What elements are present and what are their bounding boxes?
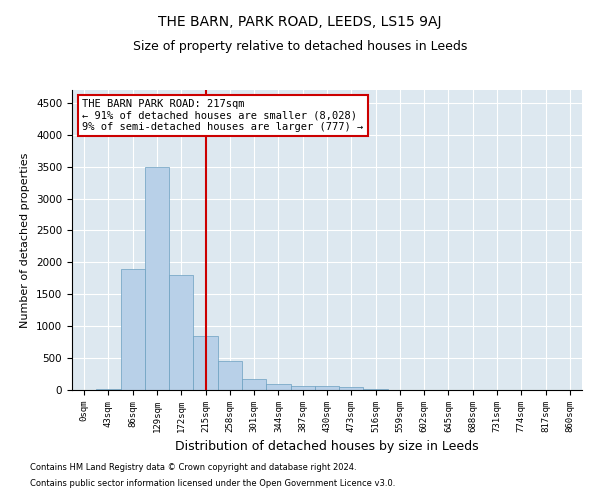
Bar [266, 384, 290, 390]
Bar [121, 268, 145, 390]
Bar [169, 275, 193, 390]
Text: THE BARN PARK ROAD: 217sqm
← 91% of detached houses are smaller (8,028)
9% of se: THE BARN PARK ROAD: 217sqm ← 91% of deta… [82, 99, 364, 132]
Bar [218, 362, 242, 390]
Bar [290, 386, 315, 390]
Text: THE BARN, PARK ROAD, LEEDS, LS15 9AJ: THE BARN, PARK ROAD, LEEDS, LS15 9AJ [158, 15, 442, 29]
Bar [315, 386, 339, 390]
Text: Contains public sector information licensed under the Open Government Licence v3: Contains public sector information licen… [30, 478, 395, 488]
Bar [339, 387, 364, 390]
Bar [145, 166, 169, 390]
Bar [242, 379, 266, 390]
Y-axis label: Number of detached properties: Number of detached properties [20, 152, 31, 328]
Bar [193, 336, 218, 390]
Text: Size of property relative to detached houses in Leeds: Size of property relative to detached ho… [133, 40, 467, 53]
Text: Contains HM Land Registry data © Crown copyright and database right 2024.: Contains HM Land Registry data © Crown c… [30, 464, 356, 472]
X-axis label: Distribution of detached houses by size in Leeds: Distribution of detached houses by size … [175, 440, 479, 454]
